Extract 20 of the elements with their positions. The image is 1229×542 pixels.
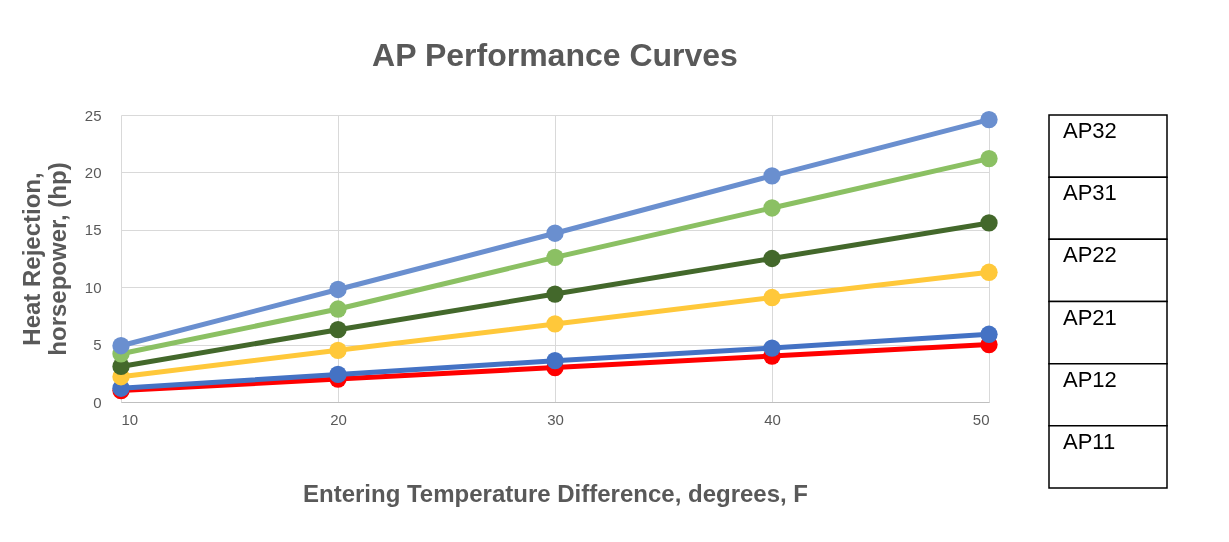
x-tick-label: 40 xyxy=(764,410,781,428)
text: AP32 xyxy=(1063,118,1117,143)
text: AP12 xyxy=(1063,366,1117,392)
y-tick-label: 15 xyxy=(84,221,102,239)
text: AP11 xyxy=(1063,428,1116,454)
text: AP21 xyxy=(1063,304,1117,330)
y-tick-label: 0 xyxy=(93,393,102,411)
y-tick-label: 5 xyxy=(93,336,102,354)
text: AP31 xyxy=(1063,180,1117,206)
x-tick-label: 10 xyxy=(121,410,139,428)
x-tick-label: 50 xyxy=(972,410,990,428)
y-tick-label: 10 xyxy=(84,278,102,296)
x-tick-label: 20 xyxy=(330,410,347,428)
chart-title: AP Performance Curves xyxy=(372,37,738,73)
x-tick-label: 30 xyxy=(547,410,564,428)
y-axis-title: Heat Rejection, horsepower, (hp) xyxy=(17,162,71,356)
x-axis-title: Entering Temperature Difference, degrees, F xyxy=(302,479,809,507)
y-tick-label: 25 xyxy=(84,106,102,124)
y-tick-label: 20 xyxy=(84,163,102,181)
text: AP22 xyxy=(1063,242,1117,268)
